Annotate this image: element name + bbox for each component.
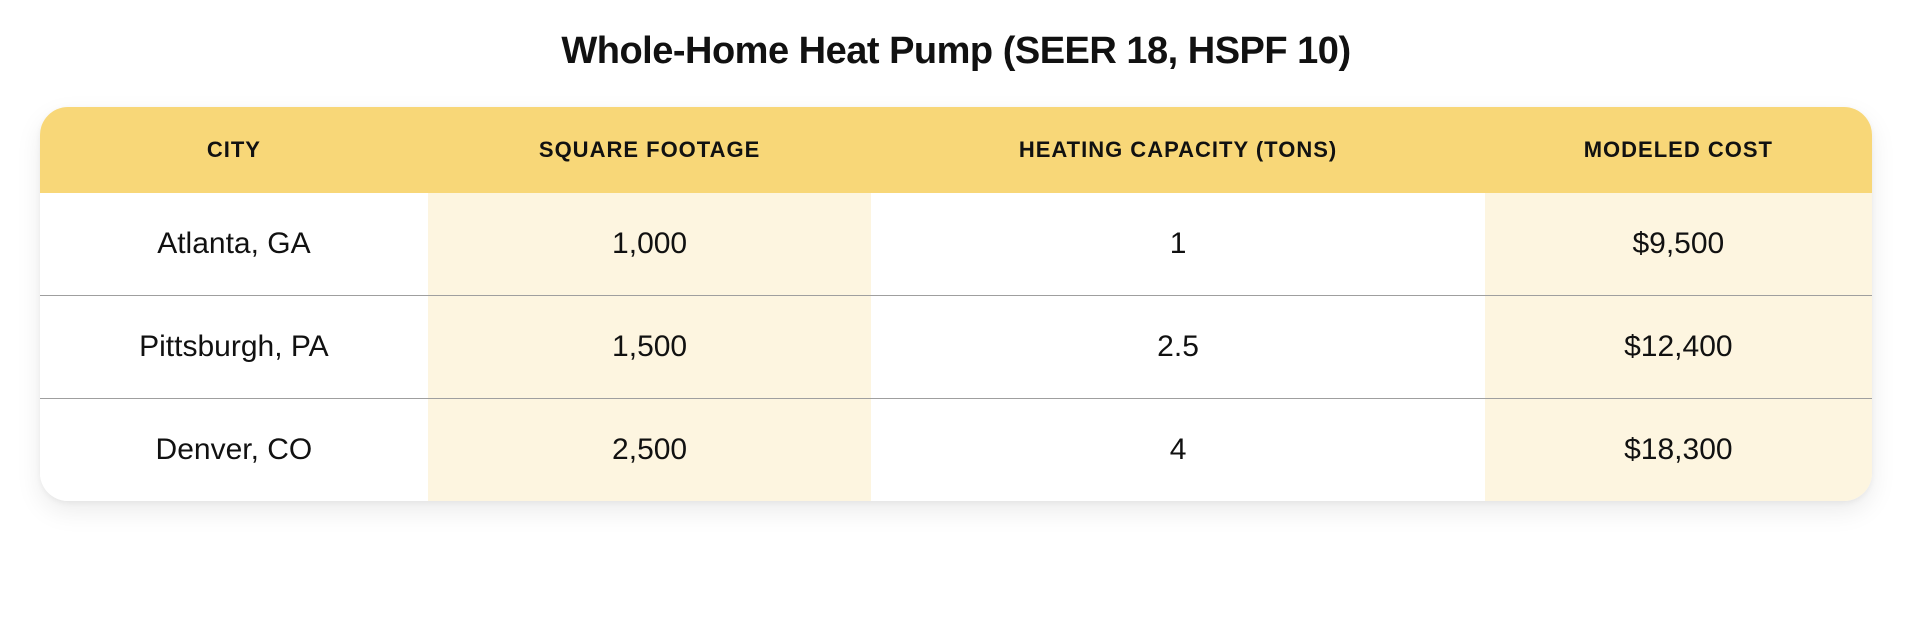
table-row: Atlanta, GA 1,000 1 $9,500	[40, 193, 1872, 296]
table-row: Pittsburgh, PA 1,500 2.5 $12,400	[40, 296, 1872, 399]
cell-cost: $18,300	[1485, 399, 1872, 502]
cell-city: Denver, CO	[40, 399, 428, 502]
cell-capacity: 4	[871, 399, 1484, 502]
table-row: Denver, CO 2,500 4 $18,300	[40, 399, 1872, 502]
col-header-cost: MODELED COST	[1485, 107, 1872, 193]
cell-sqft: 1,500	[428, 296, 872, 399]
table-header-row: CITY SQUARE FOOTAGE HEATING CAPACITY (TO…	[40, 107, 1872, 193]
cell-city: Atlanta, GA	[40, 193, 428, 296]
cell-sqft: 2,500	[428, 399, 872, 502]
cell-cost: $12,400	[1485, 296, 1872, 399]
cell-cost: $9,500	[1485, 193, 1872, 296]
cost-table-container: CITY SQUARE FOOTAGE HEATING CAPACITY (TO…	[40, 107, 1872, 501]
page-title: Whole-Home Heat Pump (SEER 18, HSPF 10)	[40, 30, 1872, 73]
cell-city: Pittsburgh, PA	[40, 296, 428, 399]
col-header-sqft: SQUARE FOOTAGE	[428, 107, 872, 193]
cell-capacity: 2.5	[871, 296, 1484, 399]
cell-sqft: 1,000	[428, 193, 872, 296]
col-header-capacity: HEATING CAPACITY (TONS)	[871, 107, 1484, 193]
cost-table: CITY SQUARE FOOTAGE HEATING CAPACITY (TO…	[40, 107, 1872, 501]
col-header-city: CITY	[40, 107, 428, 193]
cell-capacity: 1	[871, 193, 1484, 296]
